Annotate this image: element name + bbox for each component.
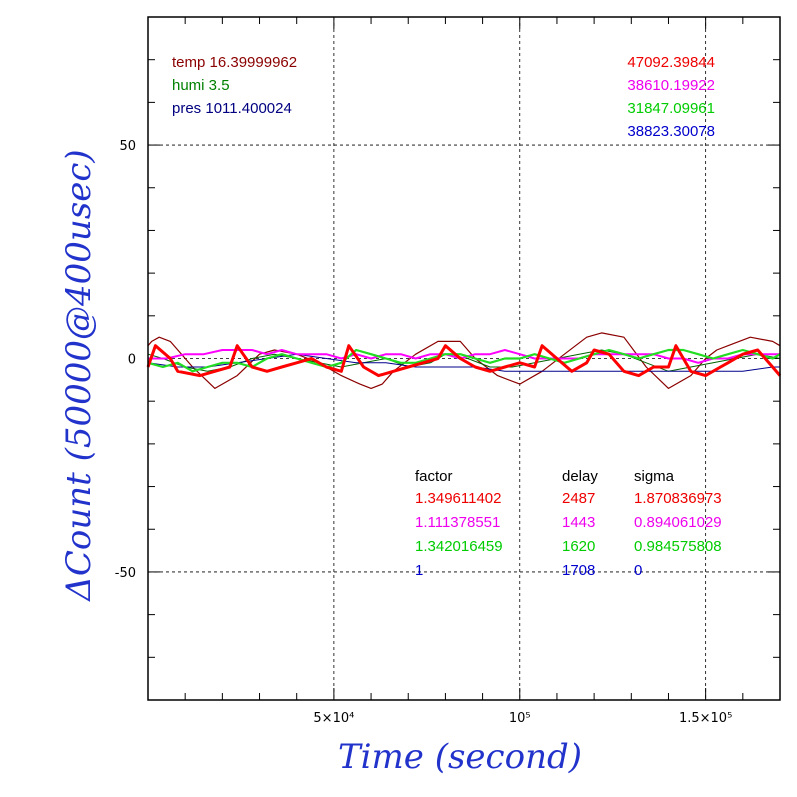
total-label-1: 38610.19922 [627, 77, 715, 94]
y-tick-label-0: 50 [119, 139, 136, 154]
x-tick-label-0: 5×10⁴ [313, 711, 354, 726]
fit-cell-factor: 1.349611402 [415, 490, 501, 507]
fit-header-sigma: sigma [634, 468, 675, 485]
fit-cell-sigma: 1.870836973 [634, 490, 722, 507]
fit-header-delay: delay [562, 468, 598, 485]
fit-cell-factor: 1.111378551 [415, 514, 500, 531]
fit-cell-sigma: 0.984575808 [634, 538, 722, 555]
y-tick-label-2: -50 [115, 566, 136, 581]
total-label-0: 47092.39844 [627, 54, 715, 71]
fit-cell-sigma: 0.894061029 [634, 514, 722, 531]
x-tick-label-1: 10⁵ [509, 711, 531, 726]
fit-cell-delay: 1620 [562, 538, 595, 555]
fit-cell-sigma: 0 [634, 562, 642, 579]
series-line-5 [146, 344, 782, 378]
total-label-2: 31847.09961 [627, 100, 715, 117]
env-label-0: temp 16.39999962 [172, 54, 297, 71]
env-label-1: humi 3.5 [172, 77, 230, 94]
fit-header-factor: factor [415, 468, 453, 485]
plot-frame [147, 16, 781, 701]
fit-cell-delay: 1443 [562, 514, 595, 531]
annotations: temp 16.39999962 humi 3.5 pres 1011.400024… [172, 54, 722, 579]
x-axis-title: Time (second) [338, 737, 582, 777]
fit-cell-delay: 2487 [562, 490, 595, 507]
series-line-4 [147, 348, 781, 373]
fit-cell-factor: 1 [415, 562, 423, 579]
env-label-2: pres 1011.400024 [172, 100, 292, 117]
x-tick-label-2: 1.5×10⁵ [679, 711, 732, 726]
fit-cell-delay: 1708 [562, 562, 595, 579]
fit-cell-factor: 1.342016459 [415, 538, 503, 555]
y-axis-title: ΔCount (50000@400usec) [59, 149, 99, 602]
tick-labels: 5×10⁴ 10⁵ 1.5×10⁵ 50 0 -50 [115, 139, 733, 726]
total-label-3: 38823.30078 [627, 123, 715, 140]
series-layer [146, 332, 782, 389]
y-tick-label-1: 0 [128, 353, 136, 368]
